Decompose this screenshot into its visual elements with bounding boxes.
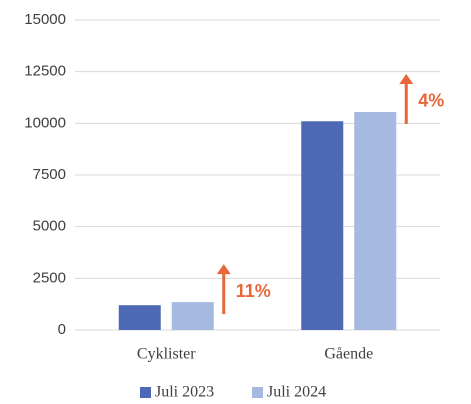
y-tick-label: 7500 [33,166,66,183]
x-tick-label: Gående [324,346,373,363]
annotation-arrowhead [399,73,414,84]
y-tick-label: 0 [58,321,66,338]
bar [301,121,344,331]
y-tick-label: 10000 [24,114,66,131]
legend-label: Juli 2024 [267,384,326,401]
bar [118,305,161,330]
y-tick-label: 5000 [33,218,66,235]
y-tick-label: 12500 [24,63,66,80]
x-tick-label: Cyklister [137,346,196,363]
bar [354,111,397,330]
bar [171,302,214,330]
legend-label: Juli 2023 [155,384,214,401]
annotation: 4% [418,91,444,111]
legend-swatch [252,387,263,398]
legend-swatch [140,387,151,398]
y-tick-label: 2500 [33,269,66,286]
y-tick-label: 15000 [24,11,66,28]
annotation: 11% [236,281,271,301]
annotation-arrowhead [216,264,231,275]
